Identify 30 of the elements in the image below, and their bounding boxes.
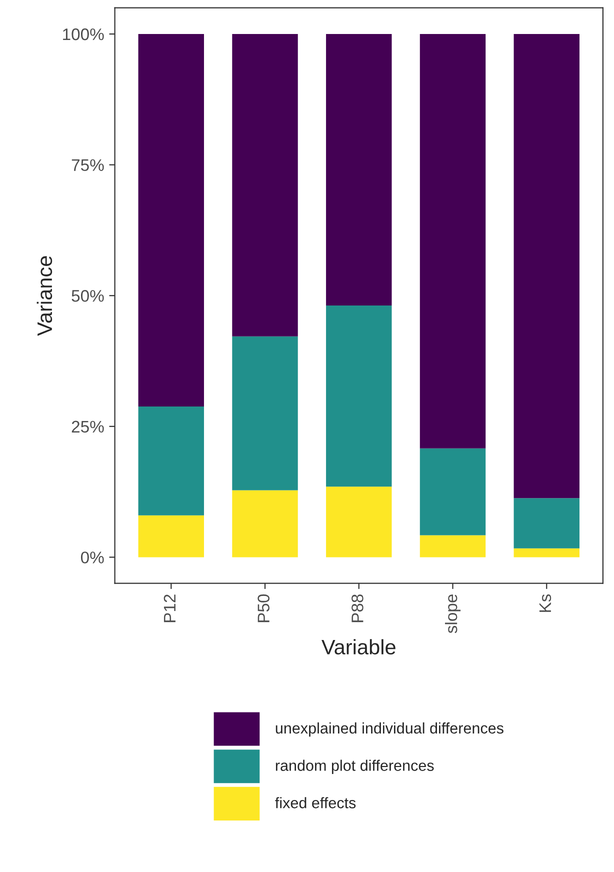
bar [138, 515, 204, 558]
y-tick-label: 0% [80, 552, 104, 564]
x-tick-label: P12 [164, 594, 176, 622]
bar [138, 406, 204, 516]
legend-label: random plot differences [276, 760, 434, 774]
y-tick-label: 75% [72, 159, 104, 172]
bar [420, 535, 486, 558]
x-axis-title: Variable [322, 639, 396, 654]
x-tick-label: P88 [352, 594, 364, 622]
y-tick-label: 100% [63, 28, 104, 40]
bar [232, 336, 298, 490]
y-tick-label: 25% [72, 420, 104, 433]
y-tick-label: 50% [72, 290, 104, 302]
legend-label: fixed effects [275, 797, 356, 808]
bar [326, 486, 392, 558]
y-axis-title: Variance [36, 256, 52, 336]
legend-label: unexplained individual differences [276, 722, 504, 737]
x-tick-label: Ks [539, 594, 552, 612]
bar [420, 34, 486, 448]
bar [514, 34, 580, 498]
x-tick-label: P50 [258, 594, 270, 622]
bar [232, 490, 298, 558]
bar [232, 34, 298, 336]
bar [326, 34, 392, 306]
bar [420, 448, 486, 536]
x-tick-label: slope [444, 594, 461, 634]
bar [514, 498, 580, 548]
bar [514, 548, 580, 558]
bar [138, 34, 204, 407]
bar [326, 306, 392, 487]
